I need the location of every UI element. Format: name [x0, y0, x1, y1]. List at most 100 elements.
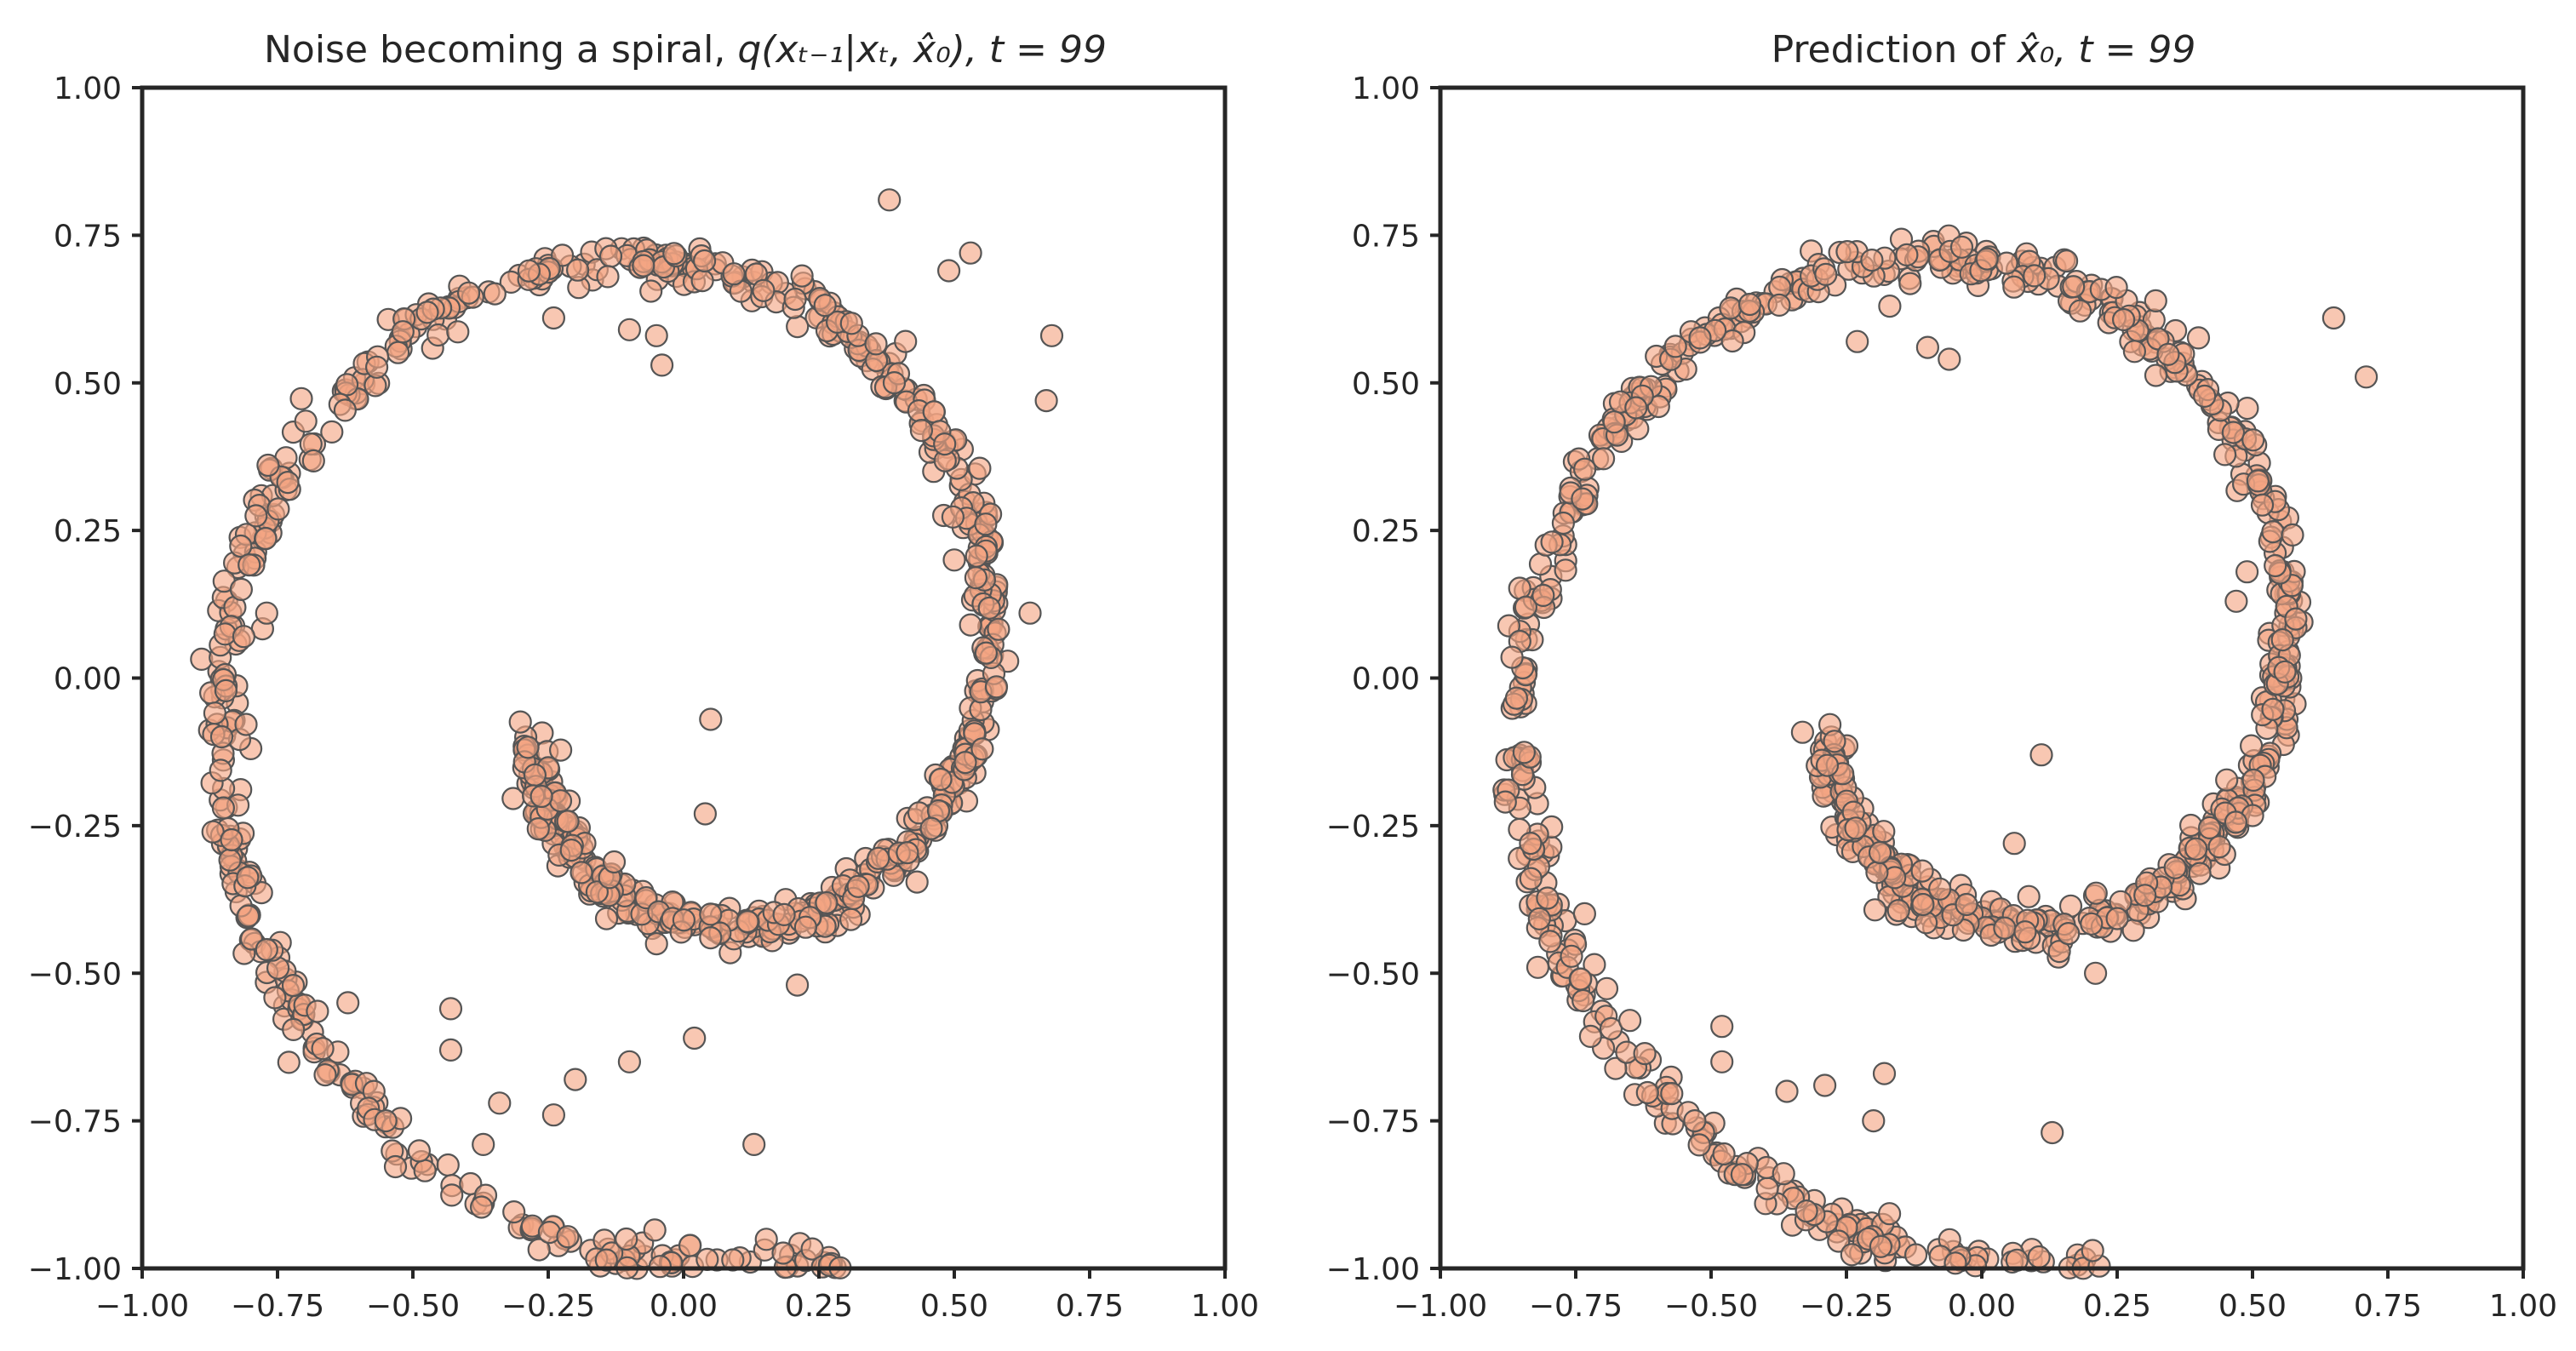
scatter-point [594, 907, 619, 930]
scatter-point [1663, 335, 1687, 358]
scatter-point [1538, 930, 1562, 953]
scatter-point [2207, 835, 2231, 859]
y-tick-label: 0.75 [54, 219, 122, 254]
scatter-point [570, 861, 593, 884]
scatter-point [790, 264, 814, 288]
scatter-point [772, 902, 796, 927]
scatter-point [1617, 1009, 1642, 1033]
scatter-point [2062, 275, 2086, 299]
scatter-point [2080, 912, 2104, 936]
y-tick-label: 1.00 [1352, 72, 1420, 106]
scatter-point [440, 1183, 464, 1207]
scatter-point [483, 282, 507, 306]
scatter-point [2321, 306, 2345, 330]
scatter-point [2240, 734, 2264, 758]
scatter-point [530, 784, 553, 809]
scatter-point [232, 625, 255, 649]
scatter-point [1519, 867, 1543, 890]
scatter-point [699, 925, 723, 950]
scatter-point [2213, 443, 2237, 467]
scatter-point [276, 470, 300, 495]
scatter-point [643, 1218, 667, 1242]
x-tick-label: −0.50 [1664, 1289, 1758, 1324]
scatter-point [541, 306, 566, 330]
scatter-point [771, 1241, 795, 1265]
scatter-point [2246, 469, 2270, 493]
scatter-point [1840, 1243, 1863, 1267]
scatter-point [813, 294, 837, 318]
scatter-point [407, 1139, 431, 1163]
scatter-point [1814, 262, 1838, 286]
scatter-point [256, 453, 280, 478]
scatter-point [867, 846, 890, 870]
scatter-point [1844, 816, 1868, 840]
scatter-point [1878, 295, 1902, 318]
scatter-point [565, 258, 590, 282]
scatter-point [929, 767, 953, 792]
y-tick-label: −0.25 [28, 810, 122, 844]
scatter-point [1949, 235, 1974, 259]
left-title-math: q(xₜ₋₁|xₜ, x̂₀), t = 99 [737, 28, 1107, 72]
left-panel: Noise becoming a spiral, q(xₜ₋₁|xₜ, x̂₀)… [28, 28, 1259, 1324]
y-tick-label: −0.75 [28, 1105, 122, 1140]
scatter-point [238, 552, 261, 577]
scatter-point [2068, 299, 2092, 323]
scatter-point [639, 279, 663, 303]
scatter-point [1710, 1050, 1734, 1073]
scatter-point [289, 386, 313, 410]
scatter-point [964, 565, 988, 590]
scatter-point [617, 318, 642, 341]
scatter-point [1554, 558, 1577, 582]
scatter-point [559, 838, 583, 862]
scatter-point [839, 312, 863, 335]
scatter-point [556, 810, 580, 833]
scatter-point [365, 355, 389, 379]
y-tick-label: 0.00 [54, 662, 122, 697]
y-tick-label: −1.00 [1326, 1252, 1420, 1287]
scatter-point [415, 301, 439, 324]
scatter-point [313, 1062, 337, 1087]
scatter-point [736, 909, 759, 934]
x-tick-label: 0.00 [650, 1289, 718, 1324]
scatter-point [254, 526, 278, 551]
right-title-math: x̂₀, t = 99 [2016, 28, 2196, 72]
scatter-point [2186, 326, 2211, 350]
scatter-point [1938, 347, 1961, 371]
scatter-point [1898, 272, 1922, 295]
scatter-point [1571, 988, 1595, 1013]
scatter-point [1514, 595, 1538, 619]
scatter-point [896, 840, 919, 865]
scatter-point [1493, 790, 1517, 814]
scatter-point [894, 329, 918, 353]
scatter-point [234, 713, 258, 736]
scatter-point [1775, 1079, 1799, 1103]
scatter-point [2215, 768, 2239, 792]
scatter-point [469, 1195, 494, 1219]
scatter-point [2250, 493, 2275, 517]
y-tick-label: −0.25 [1326, 810, 1420, 844]
left-plot-frame [140, 85, 1228, 1271]
scatter-point [266, 497, 290, 521]
scatter-point [1910, 859, 1934, 883]
scatter-point [953, 750, 977, 775]
scatter-point [2221, 421, 2245, 444]
x-tick-label: 0.25 [2083, 1289, 2151, 1324]
scatter-point [213, 622, 237, 646]
scatter-point [941, 505, 965, 529]
scatter-point [459, 1171, 483, 1196]
left-chart-title: Noise becoming a spiral, q(xₜ₋₁|xₜ, x̂₀)… [264, 28, 1107, 72]
scatter-point [965, 544, 988, 568]
scatter-point [548, 738, 573, 762]
y-tick-label: 0.25 [54, 514, 122, 549]
scatter-point [1526, 955, 1550, 979]
scatter-point [617, 1050, 642, 1073]
scatter-point [644, 323, 668, 347]
scatter-point [2023, 264, 2046, 288]
scatter-point [2273, 660, 2297, 684]
scatter-point [672, 908, 696, 932]
scatter-point [1865, 861, 1889, 884]
scatter-point [1928, 877, 1952, 901]
scatter-point [1569, 967, 1593, 991]
scatter-point [1872, 1062, 1897, 1085]
scatter-point [959, 613, 982, 637]
